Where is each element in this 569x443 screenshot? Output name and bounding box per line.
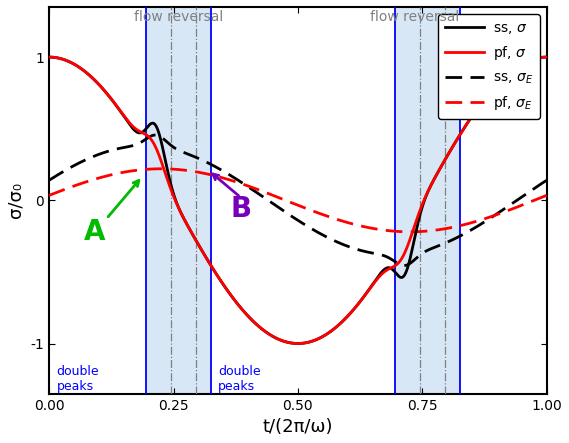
Y-axis label: σ/σ₀: σ/σ₀ bbox=[7, 182, 25, 218]
X-axis label: t/(2π/ω): t/(2π/ω) bbox=[263, 418, 333, 436]
Bar bbox=[146, 7, 211, 394]
Bar bbox=[395, 7, 460, 394]
Text: double
peaks: double peaks bbox=[218, 365, 261, 393]
Text: flow reversal: flow reversal bbox=[134, 10, 223, 24]
Text: B: B bbox=[230, 195, 252, 223]
Text: A: A bbox=[84, 218, 105, 246]
Text: double
peaks: double peaks bbox=[56, 365, 99, 393]
Legend: ss, $\sigma$, pf, $\sigma$, ss, $\sigma_E$, pf, $\sigma_E$: ss, $\sigma$, pf, $\sigma$, ss, $\sigma_… bbox=[438, 14, 540, 119]
Text: flow reversal: flow reversal bbox=[370, 10, 459, 24]
